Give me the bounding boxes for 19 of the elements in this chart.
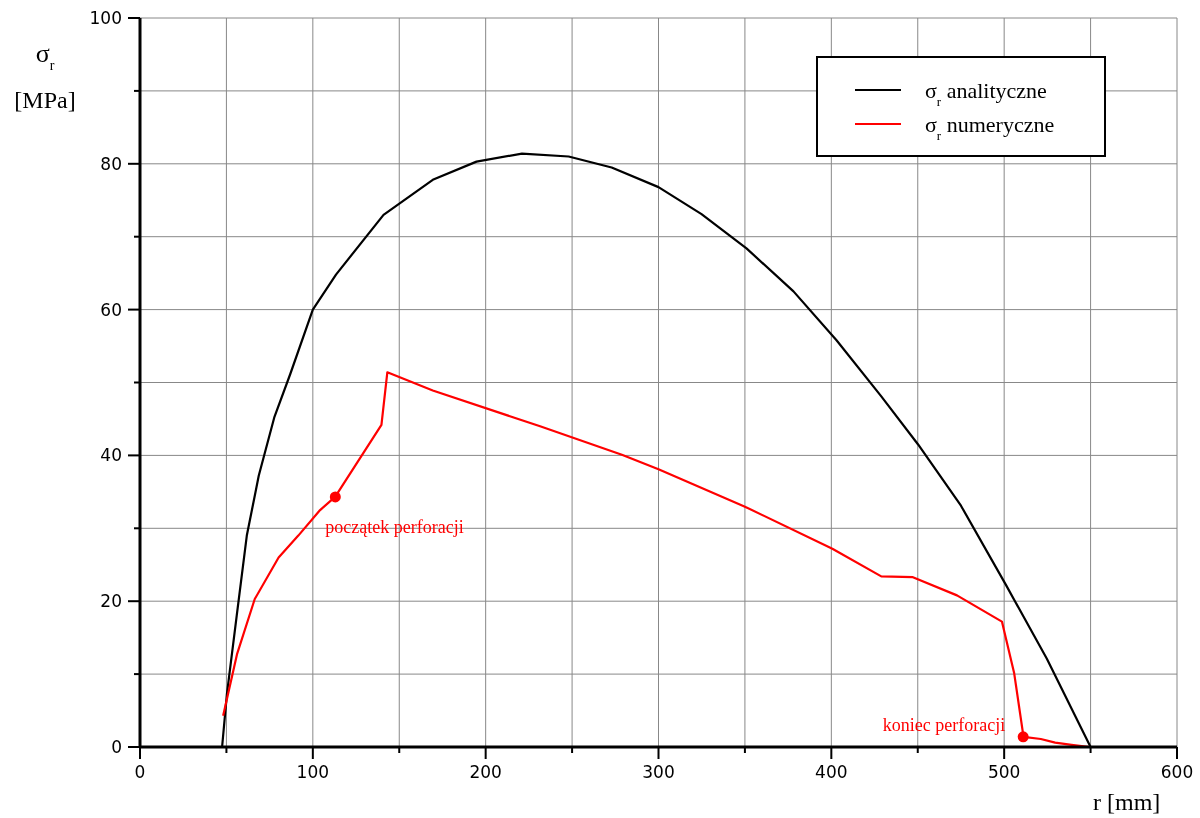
x-axis-title: r [mm] bbox=[1093, 789, 1161, 815]
x-tick-label: 300 bbox=[642, 762, 675, 782]
y-tick-label: 40 bbox=[100, 445, 122, 466]
y-tick-label: 20 bbox=[100, 591, 122, 612]
x-tick-label: 0 bbox=[134, 762, 146, 782]
x-tick-label: 100 bbox=[296, 762, 330, 782]
annotation: początek perforacji bbox=[325, 516, 464, 537]
x-tick-label: 200 bbox=[469, 762, 502, 782]
x-tick-label: 400 bbox=[815, 762, 848, 782]
y-tick-label: 60 bbox=[100, 299, 122, 320]
y-tick-label: 100 bbox=[89, 8, 122, 28]
legend-label: σ$_{r}$ analityczne bbox=[925, 78, 1047, 109]
legend-label: σ$_{r}$ numeryczne bbox=[925, 112, 1055, 143]
x-tick-label: 600 bbox=[1160, 762, 1194, 782]
annotation: koniec perforacji bbox=[882, 714, 1006, 735]
x-tick-label: 500 bbox=[987, 762, 1021, 782]
y-tick-label: 80 bbox=[100, 153, 122, 174]
y-axis-title: σ$_{r}$ [MPa] bbox=[14, 39, 76, 113]
y-tick-label: 0 bbox=[111, 737, 122, 757]
